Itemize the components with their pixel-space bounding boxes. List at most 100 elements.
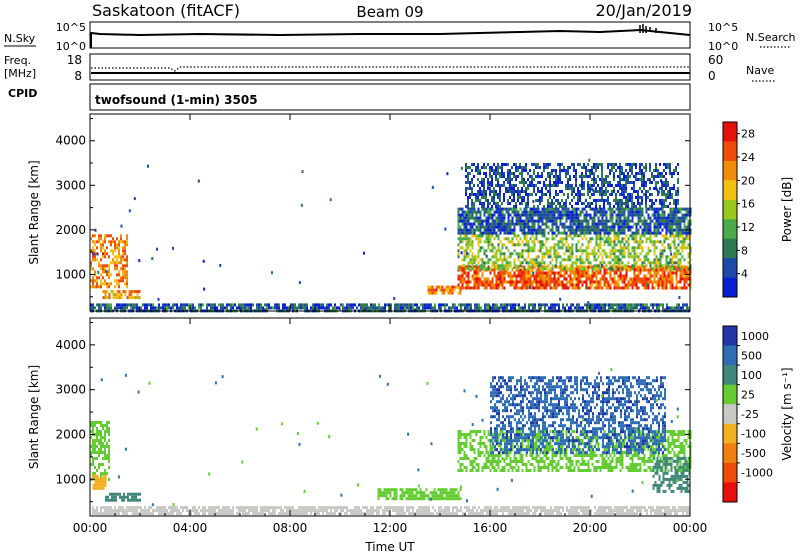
power-cell	[521, 202, 523, 205]
power-cell	[681, 234, 684, 238]
power-cell	[593, 255, 596, 259]
power-cell	[649, 178, 651, 181]
power-cell	[659, 283, 662, 287]
power-cell	[665, 255, 668, 259]
velocity-cell	[286, 509, 288, 513]
power-cell	[537, 225, 540, 229]
power-cell	[507, 225, 510, 229]
power-cell	[314, 303, 316, 307]
power-cell	[110, 240, 112, 244]
power-cell	[619, 249, 622, 253]
power-cell	[118, 255, 120, 259]
power-cell	[637, 199, 639, 202]
power-cell	[673, 286, 676, 290]
power-cell	[625, 268, 628, 272]
velocity-cell	[104, 436, 106, 439]
power-cell	[126, 264, 128, 268]
power-cell	[543, 231, 546, 235]
power-cell	[621, 231, 624, 235]
power-cell	[591, 193, 593, 196]
power-cell	[663, 271, 666, 275]
power-cell	[563, 205, 565, 208]
power-cell	[110, 249, 112, 253]
power-cell	[605, 231, 608, 235]
power-cell	[563, 193, 565, 196]
power-cell	[469, 196, 471, 199]
power-cell	[252, 303, 254, 307]
power-cell	[609, 274, 612, 278]
power-cell	[579, 280, 582, 284]
power-cell	[597, 243, 600, 247]
power-cell	[637, 196, 639, 199]
power-cell	[601, 190, 603, 193]
power-cell	[677, 225, 680, 229]
power-cell	[661, 213, 664, 217]
power-cell	[597, 184, 599, 187]
velocity-cell	[358, 512, 360, 516]
power-cell	[565, 213, 568, 217]
power-cell	[489, 222, 492, 226]
power-cell	[617, 225, 620, 229]
power-cell	[523, 280, 526, 284]
power-cell	[505, 178, 507, 181]
power-cell	[495, 258, 498, 262]
velocity-cell	[272, 512, 274, 516]
power-cell	[449, 285, 452, 289]
power-cell	[663, 246, 666, 250]
power-cell	[561, 264, 564, 268]
power-cell	[575, 169, 577, 172]
power-cell	[645, 184, 647, 187]
power-cell	[503, 237, 506, 241]
power-cell	[643, 268, 646, 272]
power-cell	[675, 202, 677, 205]
power-cell	[481, 246, 484, 250]
power-cell	[511, 210, 514, 214]
power-cell	[459, 231, 462, 235]
power-cell	[631, 199, 633, 202]
power-cell	[116, 290, 119, 294]
power-cell	[598, 303, 600, 307]
velocity-cell	[276, 506, 278, 510]
power-cell	[639, 205, 641, 208]
power-echo	[93, 252, 96, 256]
velocity-cell	[115, 495, 117, 499]
velocity-cell	[108, 421, 110, 424]
velocity-cell	[114, 509, 116, 513]
power-cell	[635, 264, 638, 268]
power-cell	[547, 205, 549, 208]
power-cell	[619, 268, 622, 272]
power-cell	[477, 271, 480, 275]
power-cell	[655, 268, 658, 272]
power-cell	[468, 306, 470, 310]
power-cell	[589, 187, 591, 190]
power-cell	[499, 228, 502, 232]
power-cell	[549, 213, 552, 217]
power-cell	[92, 255, 94, 259]
power-cell	[120, 240, 122, 244]
power-cell	[611, 219, 614, 223]
power-cell	[579, 271, 582, 275]
power-cell	[575, 258, 578, 262]
power-cell	[605, 181, 607, 184]
velocity-cell	[108, 439, 110, 442]
power-cell	[206, 306, 208, 310]
velocity-cell	[356, 506, 358, 510]
power-cell	[422, 306, 424, 310]
power-cell	[190, 303, 192, 307]
velocity-cell	[96, 445, 98, 448]
power-cell	[667, 216, 670, 220]
power-cell	[120, 255, 122, 259]
power-cell	[647, 280, 650, 284]
power-cell	[685, 210, 688, 214]
power-cell	[677, 222, 680, 226]
power-cell	[655, 210, 658, 214]
power-cell	[471, 181, 473, 184]
power-cell	[479, 249, 482, 253]
power-cell	[605, 199, 607, 202]
velocity-cell	[96, 433, 98, 436]
velocity-cell	[100, 475, 102, 478]
power-cell	[98, 306, 100, 310]
power-cell	[511, 166, 513, 169]
power-cell	[595, 225, 598, 229]
power-cell	[130, 303, 132, 307]
